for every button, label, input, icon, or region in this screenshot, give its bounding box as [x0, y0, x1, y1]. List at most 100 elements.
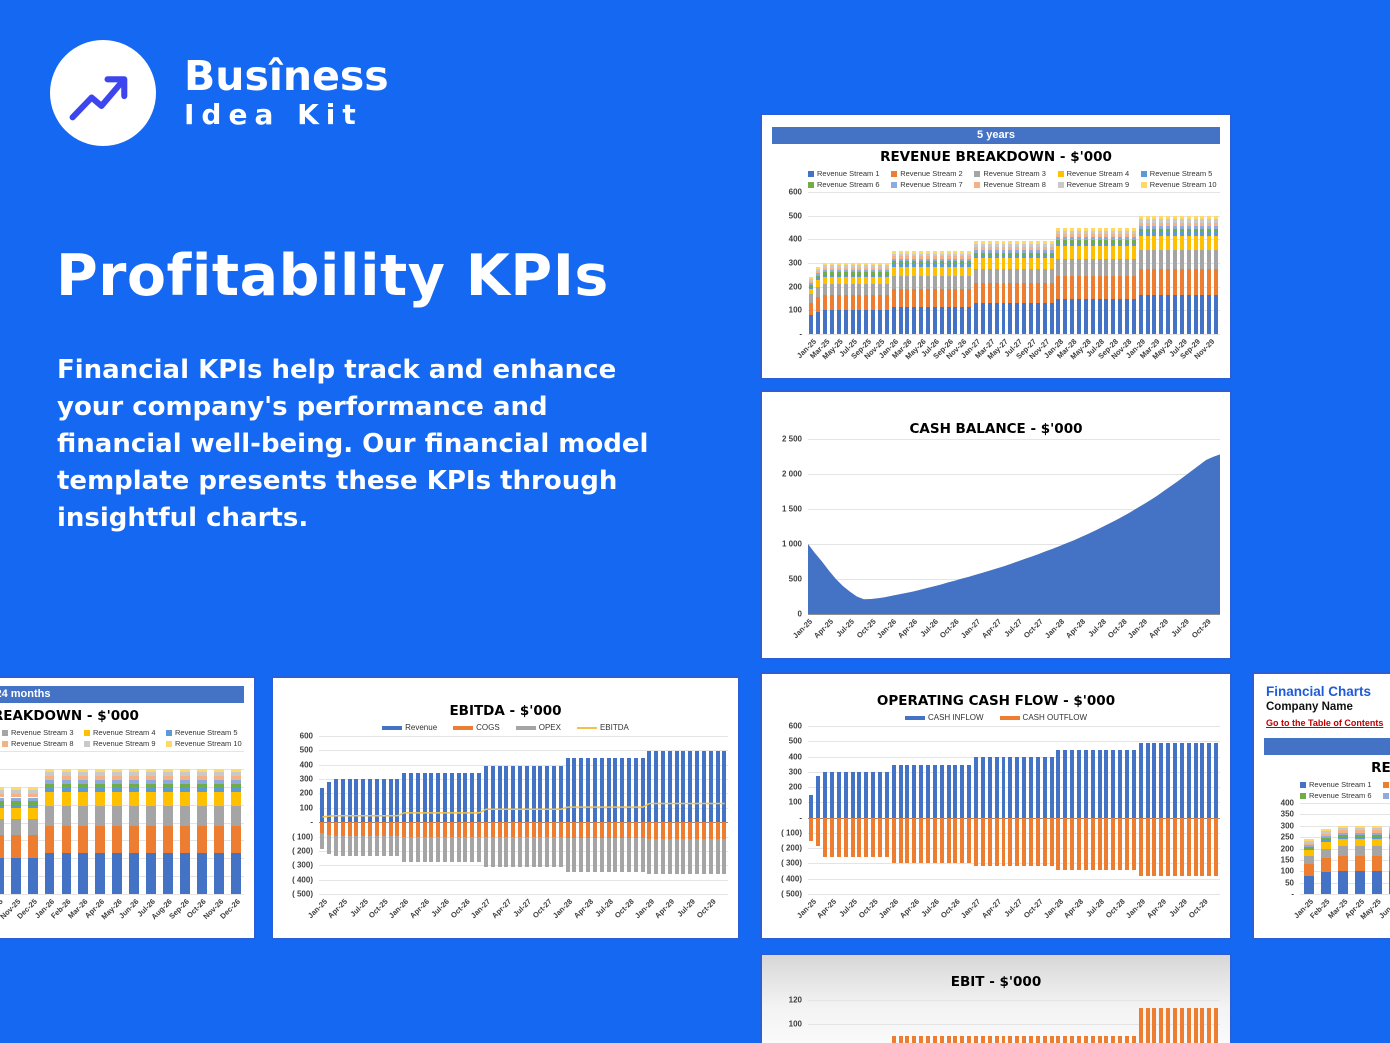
sheet-title: Financial Charts: [1266, 684, 1372, 699]
bar: [918, 192, 925, 334]
bar: [897, 726, 904, 894]
legend-item: Revenue Stream 8: [2, 739, 80, 748]
bar: [1021, 726, 1028, 894]
x-tick-label: Apr-29: [1144, 897, 1169, 921]
bar: [849, 1000, 856, 1043]
y-tick-label: ( 500): [292, 889, 313, 899]
legend-item: Revenue Stream 4: [84, 728, 162, 737]
gridline: [808, 263, 1220, 264]
y-tick-label: 100: [788, 305, 802, 315]
bar: [1178, 192, 1185, 334]
legend-label: EBITDA: [599, 723, 629, 732]
bar: [835, 726, 842, 894]
legend-item: Revenue Stream 5: [166, 728, 244, 737]
x-tick-label: Jan-29: [1126, 617, 1150, 641]
bar: [849, 726, 856, 894]
bar: [863, 726, 870, 894]
table-of-contents-link[interactable]: Go to the Table of Contents: [1266, 718, 1384, 728]
gridline: [808, 474, 1220, 475]
bar: [1124, 192, 1131, 334]
bar: [1317, 803, 1334, 894]
bar: [143, 751, 160, 894]
bar: [1048, 1000, 1055, 1043]
page-description: Financial KPIs help track and enhance yo…: [57, 355, 649, 533]
bar: [979, 1000, 986, 1043]
bar: [959, 726, 966, 894]
gridline: [319, 879, 728, 881]
legend-label: Revenue Stream 1: [817, 169, 880, 178]
brand-header: Busîness Idea Kit: [50, 40, 389, 146]
legend-item: Revenue Stream 5: [1140, 169, 1220, 178]
bar: [883, 1000, 890, 1043]
bar: [1213, 1000, 1220, 1043]
bar: [1041, 192, 1048, 334]
bar: [1137, 726, 1144, 894]
y-tick-label: ( 300): [781, 858, 802, 868]
bar: [973, 1000, 980, 1043]
bar: [1151, 726, 1158, 894]
plot-area: [0, 751, 244, 895]
bar: [1199, 726, 1206, 894]
x-tick-label: Apr-27: [980, 897, 1004, 921]
y-axis: 600 500 400 300 200 100 -: [772, 188, 808, 339]
bar: [877, 726, 884, 894]
bar: [1007, 1000, 1014, 1043]
bar: [455, 736, 462, 894]
bar: [1014, 726, 1021, 894]
x-tick-label: Jul-27: [1002, 617, 1024, 639]
bar: [1199, 192, 1206, 334]
bar: [945, 192, 952, 334]
bar: [986, 726, 993, 894]
x-tick-label: Apr-25: [815, 897, 839, 921]
y-axis: 12010080604020-: [772, 996, 808, 1043]
y-tick-label: 120: [788, 995, 802, 1005]
bar: [1151, 1000, 1158, 1043]
gridline: [808, 894, 1220, 895]
y-tick-label: -: [1291, 889, 1294, 899]
bar: [374, 736, 381, 894]
bar: [856, 726, 863, 894]
bar: [394, 736, 401, 894]
y-tick-label: 500: [299, 745, 313, 755]
bar: [1034, 726, 1041, 894]
bar: [401, 736, 408, 894]
bar: [1076, 1000, 1083, 1043]
chart-title: REVENUE BREAKDOWN - $'000: [1371, 760, 1390, 776]
bar: [1096, 1000, 1103, 1043]
x-tick-label: Oct-28: [612, 897, 636, 920]
y-tick-label: 500: [788, 736, 802, 746]
y-tick-label: 1 000: [781, 539, 802, 549]
bar: [660, 736, 667, 894]
bar: [877, 1000, 884, 1043]
bar: [346, 736, 353, 894]
x-tick-label: Oct-25: [367, 897, 391, 920]
bar-series: [1300, 803, 1390, 894]
legend-swatch: [974, 170, 981, 177]
bar: [952, 1000, 959, 1043]
x-tick-label: Apr-28: [1062, 897, 1086, 921]
bar: [0, 751, 7, 894]
y-tick-label: ( 100): [781, 828, 802, 838]
chart-area: 12010080604020- Jan-25Apr-25Jul-25Oct-25…: [772, 996, 1220, 1043]
bar: [808, 1000, 815, 1043]
x-tick-label: Jul-26: [429, 897, 452, 919]
legend-swatch: [974, 181, 981, 188]
bar: [673, 736, 680, 894]
x-tick-label: Jan-28: [551, 897, 575, 921]
bar-series: [808, 726, 1220, 894]
x-tick-label: Jan-25: [794, 897, 818, 921]
y-tick-label: 600: [788, 187, 802, 197]
legend-item: Revenue Stream 9: [84, 739, 162, 748]
legend-swatch: [1300, 781, 1306, 788]
legend-item: Revenue Stream 8: [974, 180, 1053, 189]
bar: [1213, 192, 1220, 334]
x-tick-label: Jan-27: [959, 897, 983, 921]
bar: [1300, 803, 1317, 894]
bar: [428, 736, 435, 894]
y-tick-label: 100: [788, 797, 802, 807]
bar: [1076, 726, 1083, 894]
legend-label: Revenue Stream 5: [175, 728, 238, 737]
bar: [1110, 1000, 1117, 1043]
baseline: [808, 614, 1220, 615]
